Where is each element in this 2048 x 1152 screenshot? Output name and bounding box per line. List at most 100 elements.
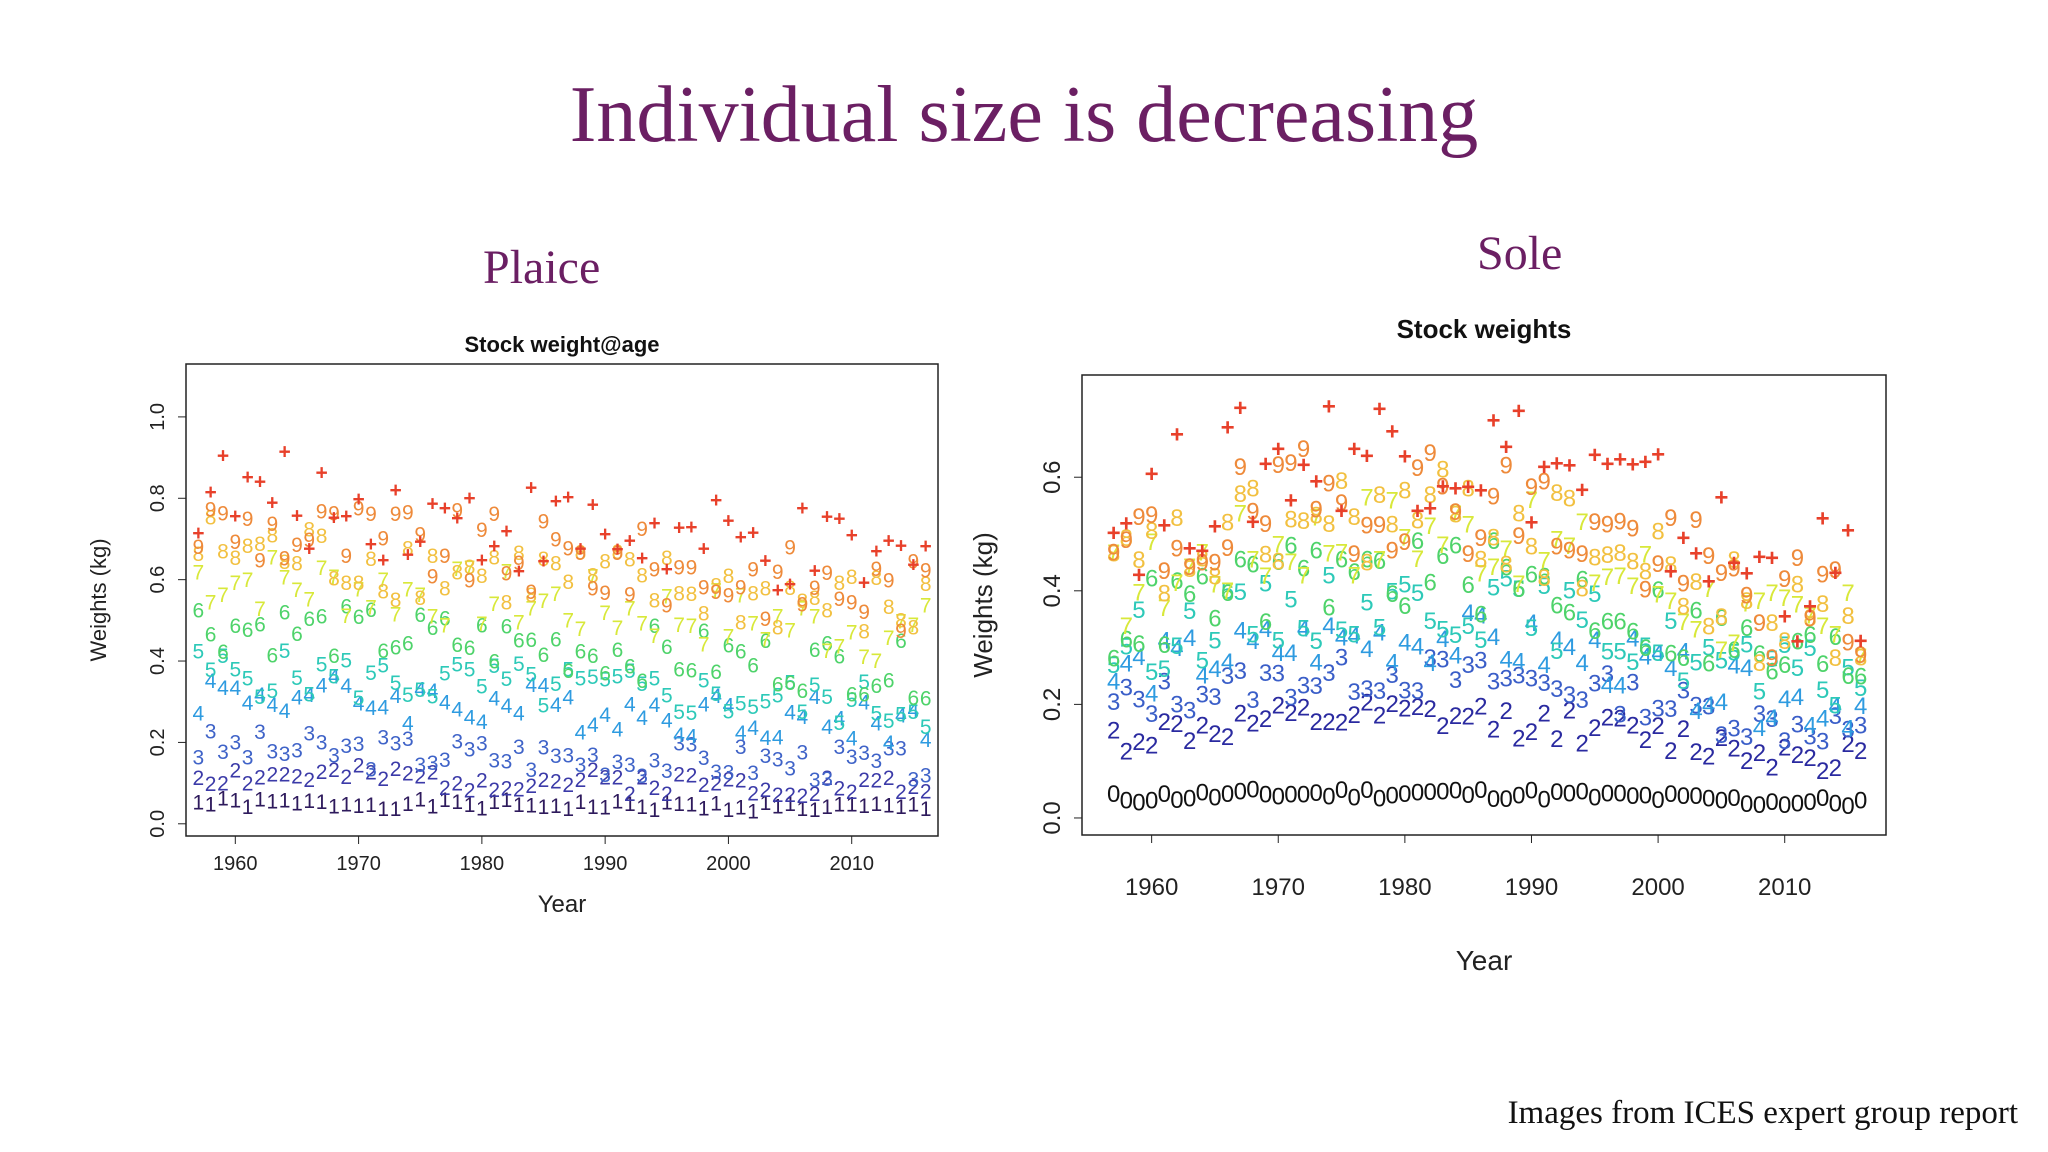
data-point-age-2: 2 [1398, 695, 1411, 722]
data-point-age-6: 6 [1461, 572, 1474, 599]
data-point-age-3: 3 [698, 747, 710, 770]
data-point-age-8: 8 [1563, 485, 1576, 512]
data-point-age-2: 2 [1550, 726, 1563, 753]
data-point-age-1: 1 [377, 798, 389, 821]
data-point-age-5: 5 [1854, 675, 1867, 702]
data-point-age-8: 8 [1424, 482, 1437, 509]
data-point-age-0: 0 [1107, 781, 1120, 808]
data-point-age-4: 4 [1829, 693, 1842, 720]
data-point-age-4: 4 [242, 692, 254, 715]
data-point-age-8: 8 [1727, 547, 1740, 574]
data-point-age-2: 2 [1221, 724, 1234, 751]
data-point-age-4: 4 [747, 717, 759, 740]
data-point-age-3: 3 [353, 733, 365, 756]
data-point-age-6: 6 [1765, 658, 1778, 685]
data-point-age-2: 2 [747, 783, 759, 806]
data-point-age-4: 4 [760, 727, 772, 750]
data-point-age-6: 6 [1297, 556, 1310, 583]
data-point-age-0: 0 [1246, 777, 1259, 804]
y-tick-label: 0.6 [1039, 461, 1066, 494]
data-point-age-1: 1 [513, 794, 525, 817]
data-point-age-7: 7 [624, 597, 636, 620]
data-point-age-2: 2 [599, 766, 611, 789]
data-point-age-3: 3 [1196, 682, 1209, 709]
data-point-age-4: 4 [464, 707, 476, 730]
data-point-age-3: 3 [1601, 661, 1614, 688]
data-point-age-8: 8 [834, 572, 846, 595]
data-point-age-10+: + [1613, 447, 1627, 474]
data-point-age-7: 7 [1803, 603, 1816, 630]
data-point-age-0: 0 [1537, 786, 1550, 813]
data-point-age-8: 8 [784, 577, 796, 600]
data-point-age-5: 5 [1664, 608, 1677, 635]
data-point-age-3: 3 [834, 736, 846, 759]
data-point-age-5: 5 [1120, 633, 1133, 660]
data-point-age-1: 1 [192, 791, 204, 814]
data-point-age-6: 6 [821, 633, 833, 656]
data-point-age-10+: + [463, 487, 475, 510]
y-tick-label: 0.0 [1039, 801, 1066, 834]
data-point-age-10+: + [833, 508, 845, 531]
data-point-age-9: 9 [846, 591, 858, 614]
data-point-age-0: 0 [1588, 784, 1601, 811]
data-point-age-5: 5 [1234, 579, 1247, 606]
data-point-age-6: 6 [1841, 663, 1854, 690]
data-point-age-6: 6 [612, 639, 624, 662]
data-point-age-10+: + [1841, 517, 1855, 544]
data-point-age-9: 9 [908, 551, 920, 574]
data-point-age-8: 8 [266, 525, 278, 548]
data-point-age-8: 8 [1322, 511, 1335, 538]
sole-label: Sole [1477, 227, 1563, 280]
data-point-age-2: 2 [390, 758, 402, 781]
data-point-age-2: 2 [1601, 705, 1614, 732]
data-point-age-8: 8 [328, 567, 340, 590]
data-point-age-4: 4 [1841, 715, 1854, 742]
data-point-age-4: 4 [316, 675, 328, 698]
data-point-age-3: 3 [562, 745, 574, 768]
data-point-age-6: 6 [1335, 546, 1348, 573]
x-axis-label: Year [1456, 945, 1513, 976]
data-point-age-10+: + [722, 510, 734, 533]
data-point-age-5: 5 [1196, 647, 1209, 674]
data-point-age-7: 7 [1702, 576, 1715, 603]
data-point-age-2: 2 [686, 765, 698, 788]
data-point-age-2: 2 [834, 777, 846, 800]
data-point-age-8: 8 [1183, 556, 1196, 583]
data-point-age-2: 2 [1411, 694, 1424, 721]
data-point-age-9: 9 [377, 527, 389, 550]
data-point-age-2: 2 [1234, 700, 1247, 727]
data-point-age-5: 5 [291, 667, 303, 690]
data-point-age-6: 6 [636, 670, 648, 693]
data-point-age-6: 6 [229, 615, 241, 638]
data-point-age-2: 2 [1348, 702, 1361, 729]
data-point-age-9: 9 [254, 550, 266, 573]
data-point-age-8: 8 [205, 506, 217, 529]
data-point-age-3: 3 [316, 731, 328, 754]
data-point-age-5: 5 [1145, 659, 1158, 686]
data-point-age-4: 4 [217, 677, 229, 700]
data-point-age-1: 1 [747, 800, 759, 823]
data-point-age-10+: + [1474, 477, 1488, 504]
data-point-age-9: 9 [1778, 566, 1791, 593]
data-point-age-3: 3 [414, 754, 426, 777]
data-point-age-9: 9 [1816, 561, 1829, 588]
data-point-age-8: 8 [464, 556, 476, 579]
data-point-age-6: 6 [451, 634, 463, 657]
data-point-age-10+: + [242, 466, 254, 489]
data-point-age-2: 2 [1639, 727, 1652, 754]
data-point-age-7: 7 [1664, 588, 1677, 615]
data-point-age-6: 6 [834, 646, 846, 669]
data-point-age-4: 4 [1563, 634, 1576, 661]
data-point-age-1: 1 [735, 797, 747, 820]
data-point-age-4: 4 [254, 684, 266, 707]
data-point-age-5: 5 [1499, 565, 1512, 592]
data-point-age-2: 2 [624, 783, 636, 806]
data-point-age-7: 7 [846, 622, 858, 645]
data-point-age-6: 6 [562, 660, 574, 683]
data-point-age-10+: + [1208, 513, 1222, 540]
data-point-age-8: 8 [402, 537, 414, 560]
data-point-age-0: 0 [1525, 777, 1538, 804]
data-point-age-10+: + [414, 530, 426, 553]
data-point-age-4: 4 [1639, 644, 1652, 671]
data-point-age-10+: + [735, 526, 747, 549]
